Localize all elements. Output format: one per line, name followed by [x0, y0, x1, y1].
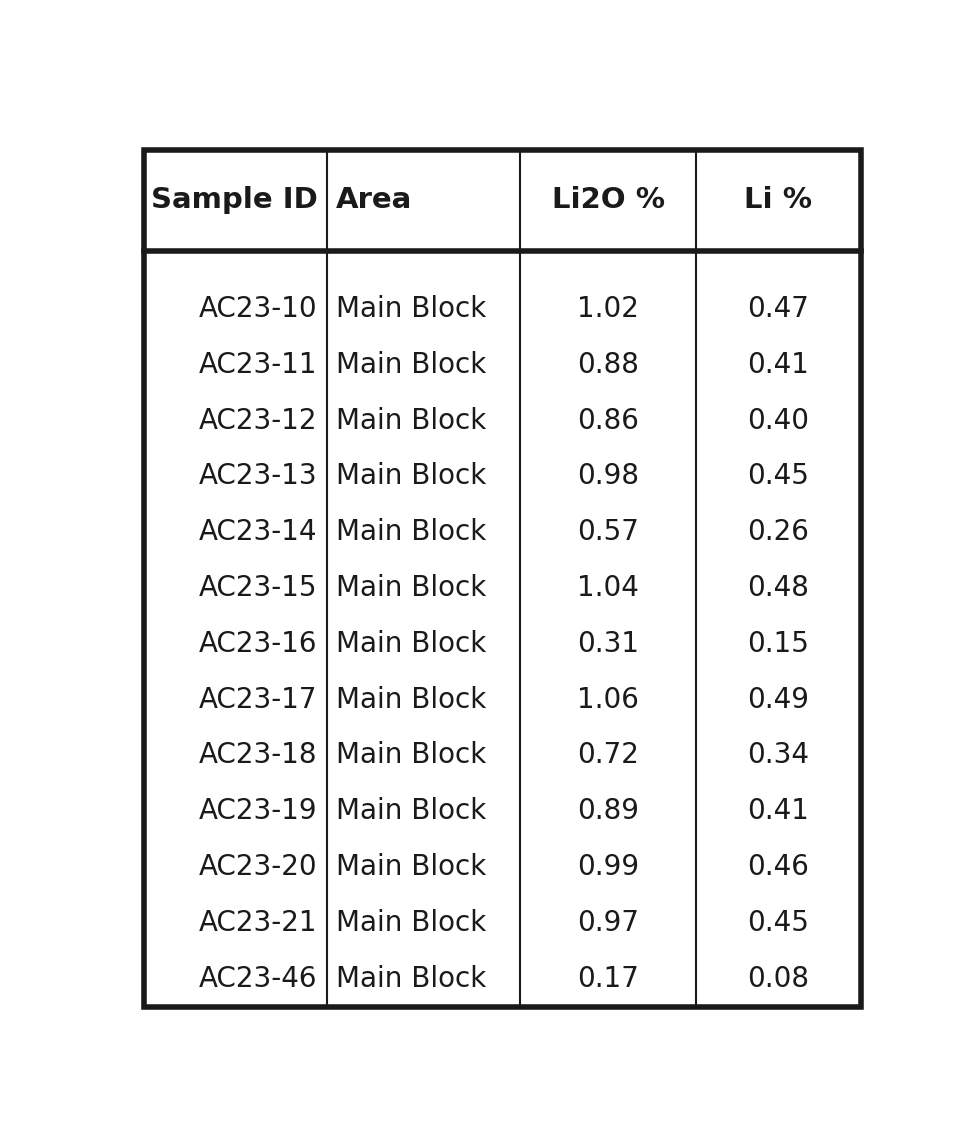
Text: AC23-10: AC23-10	[199, 295, 318, 322]
Text: Sample ID: Sample ID	[151, 187, 318, 214]
Text: Area: Area	[336, 187, 412, 214]
Text: 0.34: 0.34	[748, 741, 809, 770]
Text: Li2O %: Li2O %	[552, 187, 664, 214]
Text: 0.26: 0.26	[748, 518, 809, 547]
Text: 0.57: 0.57	[577, 518, 639, 547]
Text: 0.97: 0.97	[577, 909, 639, 937]
Text: Main Block: Main Block	[336, 741, 486, 770]
Text: 0.72: 0.72	[577, 741, 639, 770]
Text: AC23-13: AC23-13	[199, 462, 318, 490]
Text: AC23-17: AC23-17	[199, 686, 318, 714]
Text: 0.47: 0.47	[748, 295, 809, 322]
Text: 0.86: 0.86	[577, 407, 639, 434]
Text: 0.17: 0.17	[577, 965, 639, 993]
Text: 0.89: 0.89	[577, 797, 639, 826]
Text: Main Block: Main Block	[336, 295, 486, 322]
Text: AC23-19: AC23-19	[199, 797, 318, 826]
Text: 1.04: 1.04	[577, 574, 639, 603]
Text: Main Block: Main Block	[336, 797, 486, 826]
Text: Main Block: Main Block	[336, 686, 486, 714]
Text: Main Block: Main Block	[336, 853, 486, 882]
Text: 0.15: 0.15	[748, 630, 809, 658]
Text: Main Block: Main Block	[336, 351, 486, 378]
Text: 1.06: 1.06	[577, 686, 639, 714]
Text: Li %: Li %	[744, 187, 812, 214]
Text: AC23-15: AC23-15	[199, 574, 318, 603]
Text: 0.46: 0.46	[748, 853, 809, 882]
Text: 0.40: 0.40	[748, 407, 809, 434]
Text: Main Block: Main Block	[336, 462, 486, 490]
Text: 0.45: 0.45	[748, 909, 809, 937]
Text: 0.45: 0.45	[748, 462, 809, 490]
Text: AC23-16: AC23-16	[199, 630, 318, 658]
Text: Main Block: Main Block	[336, 630, 486, 658]
Text: 0.49: 0.49	[748, 686, 809, 714]
Text: AC23-11: AC23-11	[199, 351, 318, 378]
Text: AC23-12: AC23-12	[199, 407, 318, 434]
Text: 0.98: 0.98	[577, 462, 639, 490]
Text: 0.41: 0.41	[748, 797, 809, 826]
Text: AC23-20: AC23-20	[199, 853, 318, 882]
Text: 0.31: 0.31	[577, 630, 639, 658]
Text: AC23-46: AC23-46	[199, 965, 318, 993]
Text: AC23-14: AC23-14	[199, 518, 318, 547]
Text: 0.08: 0.08	[748, 965, 809, 993]
Text: AC23-21: AC23-21	[199, 909, 318, 937]
Text: Main Block: Main Block	[336, 965, 486, 993]
Text: 0.88: 0.88	[577, 351, 639, 378]
Text: 0.41: 0.41	[748, 351, 809, 378]
Text: AC23-18: AC23-18	[199, 741, 318, 770]
Text: 0.99: 0.99	[577, 853, 639, 882]
Text: Main Block: Main Block	[336, 574, 486, 603]
Text: Main Block: Main Block	[336, 518, 486, 547]
Text: 1.02: 1.02	[577, 295, 639, 322]
Text: Main Block: Main Block	[336, 909, 486, 937]
Text: Main Block: Main Block	[336, 407, 486, 434]
Text: 0.48: 0.48	[748, 574, 809, 603]
